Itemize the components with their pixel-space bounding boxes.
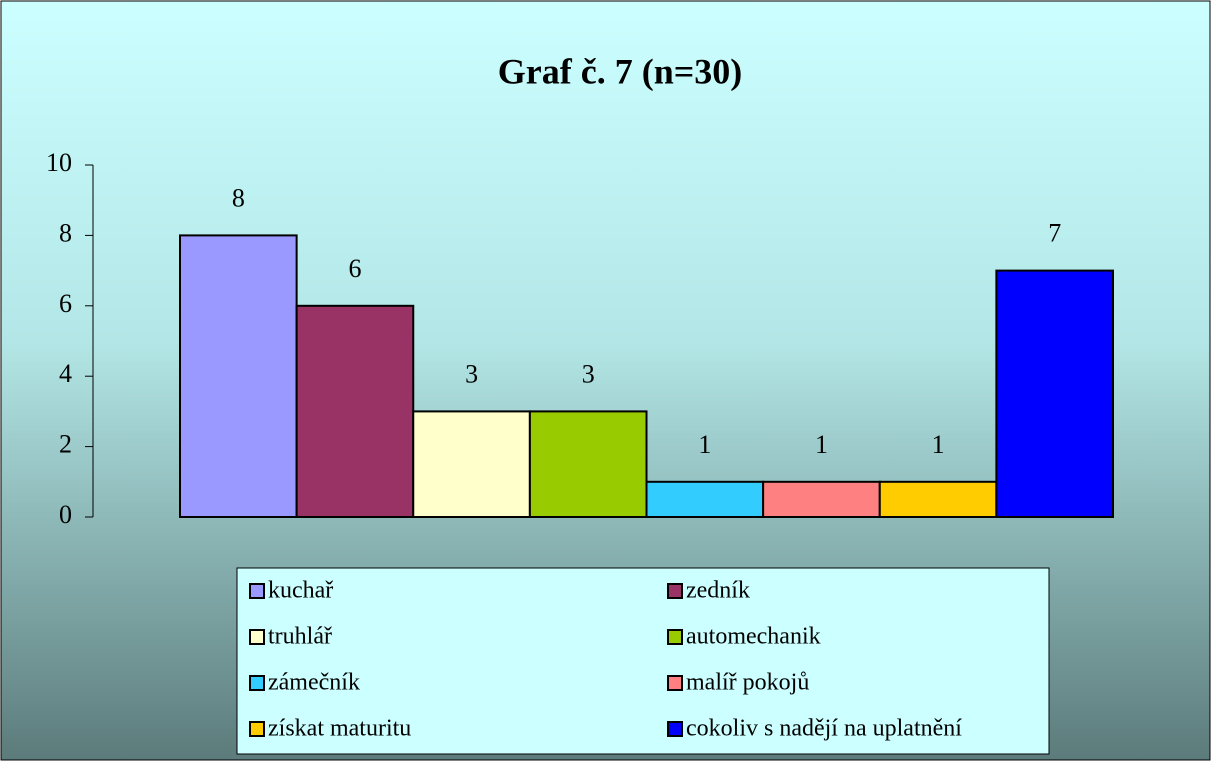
y-tick-label: 8 (59, 218, 72, 247)
legend-swatch (667, 583, 683, 599)
legend-label: zedník (686, 578, 750, 604)
bar (995, 269, 1114, 518)
chart-title: Graf č. 7 (n=30) (498, 51, 742, 91)
y-tick-label: 6 (59, 289, 72, 318)
bar (645, 480, 765, 518)
legend-label: cokoliv s nadějí na uplatnění (686, 716, 962, 742)
value-label: 7 (1048, 219, 1061, 248)
legend-swatch (249, 721, 265, 737)
y-tick-label: 0 (59, 500, 72, 529)
legend-swatch (667, 629, 683, 645)
legend-swatch (667, 721, 683, 737)
value-label: 1 (815, 430, 828, 459)
legend-label: získat maturitu (268, 716, 411, 742)
legend-label: automechanik (686, 624, 821, 650)
legend-swatch (249, 583, 265, 599)
legend-swatch (667, 675, 683, 691)
value-label: 8 (232, 183, 245, 212)
legend-label: malíř pokojů (686, 670, 809, 696)
value-label: 3 (465, 359, 478, 388)
bar (528, 410, 648, 518)
legend-label: truhlář (268, 624, 332, 650)
y-tick-label: 4 (59, 359, 72, 388)
value-label: 3 (582, 359, 595, 388)
legend-label: zámečník (268, 670, 360, 696)
legend (236, 567, 1050, 755)
value-label: 1 (932, 430, 945, 459)
bar (878, 480, 998, 518)
value-label: 1 (698, 430, 711, 459)
bar (762, 480, 881, 518)
bar (412, 410, 531, 518)
legend-label: kuchař (268, 578, 333, 604)
legend-swatch (249, 629, 265, 645)
y-tick-label: 2 (59, 430, 72, 459)
bar (295, 304, 415, 518)
value-label: 6 (348, 254, 361, 283)
y-tick-label: 10 (46, 148, 72, 177)
bar (179, 234, 298, 518)
legend-swatch (249, 675, 265, 691)
